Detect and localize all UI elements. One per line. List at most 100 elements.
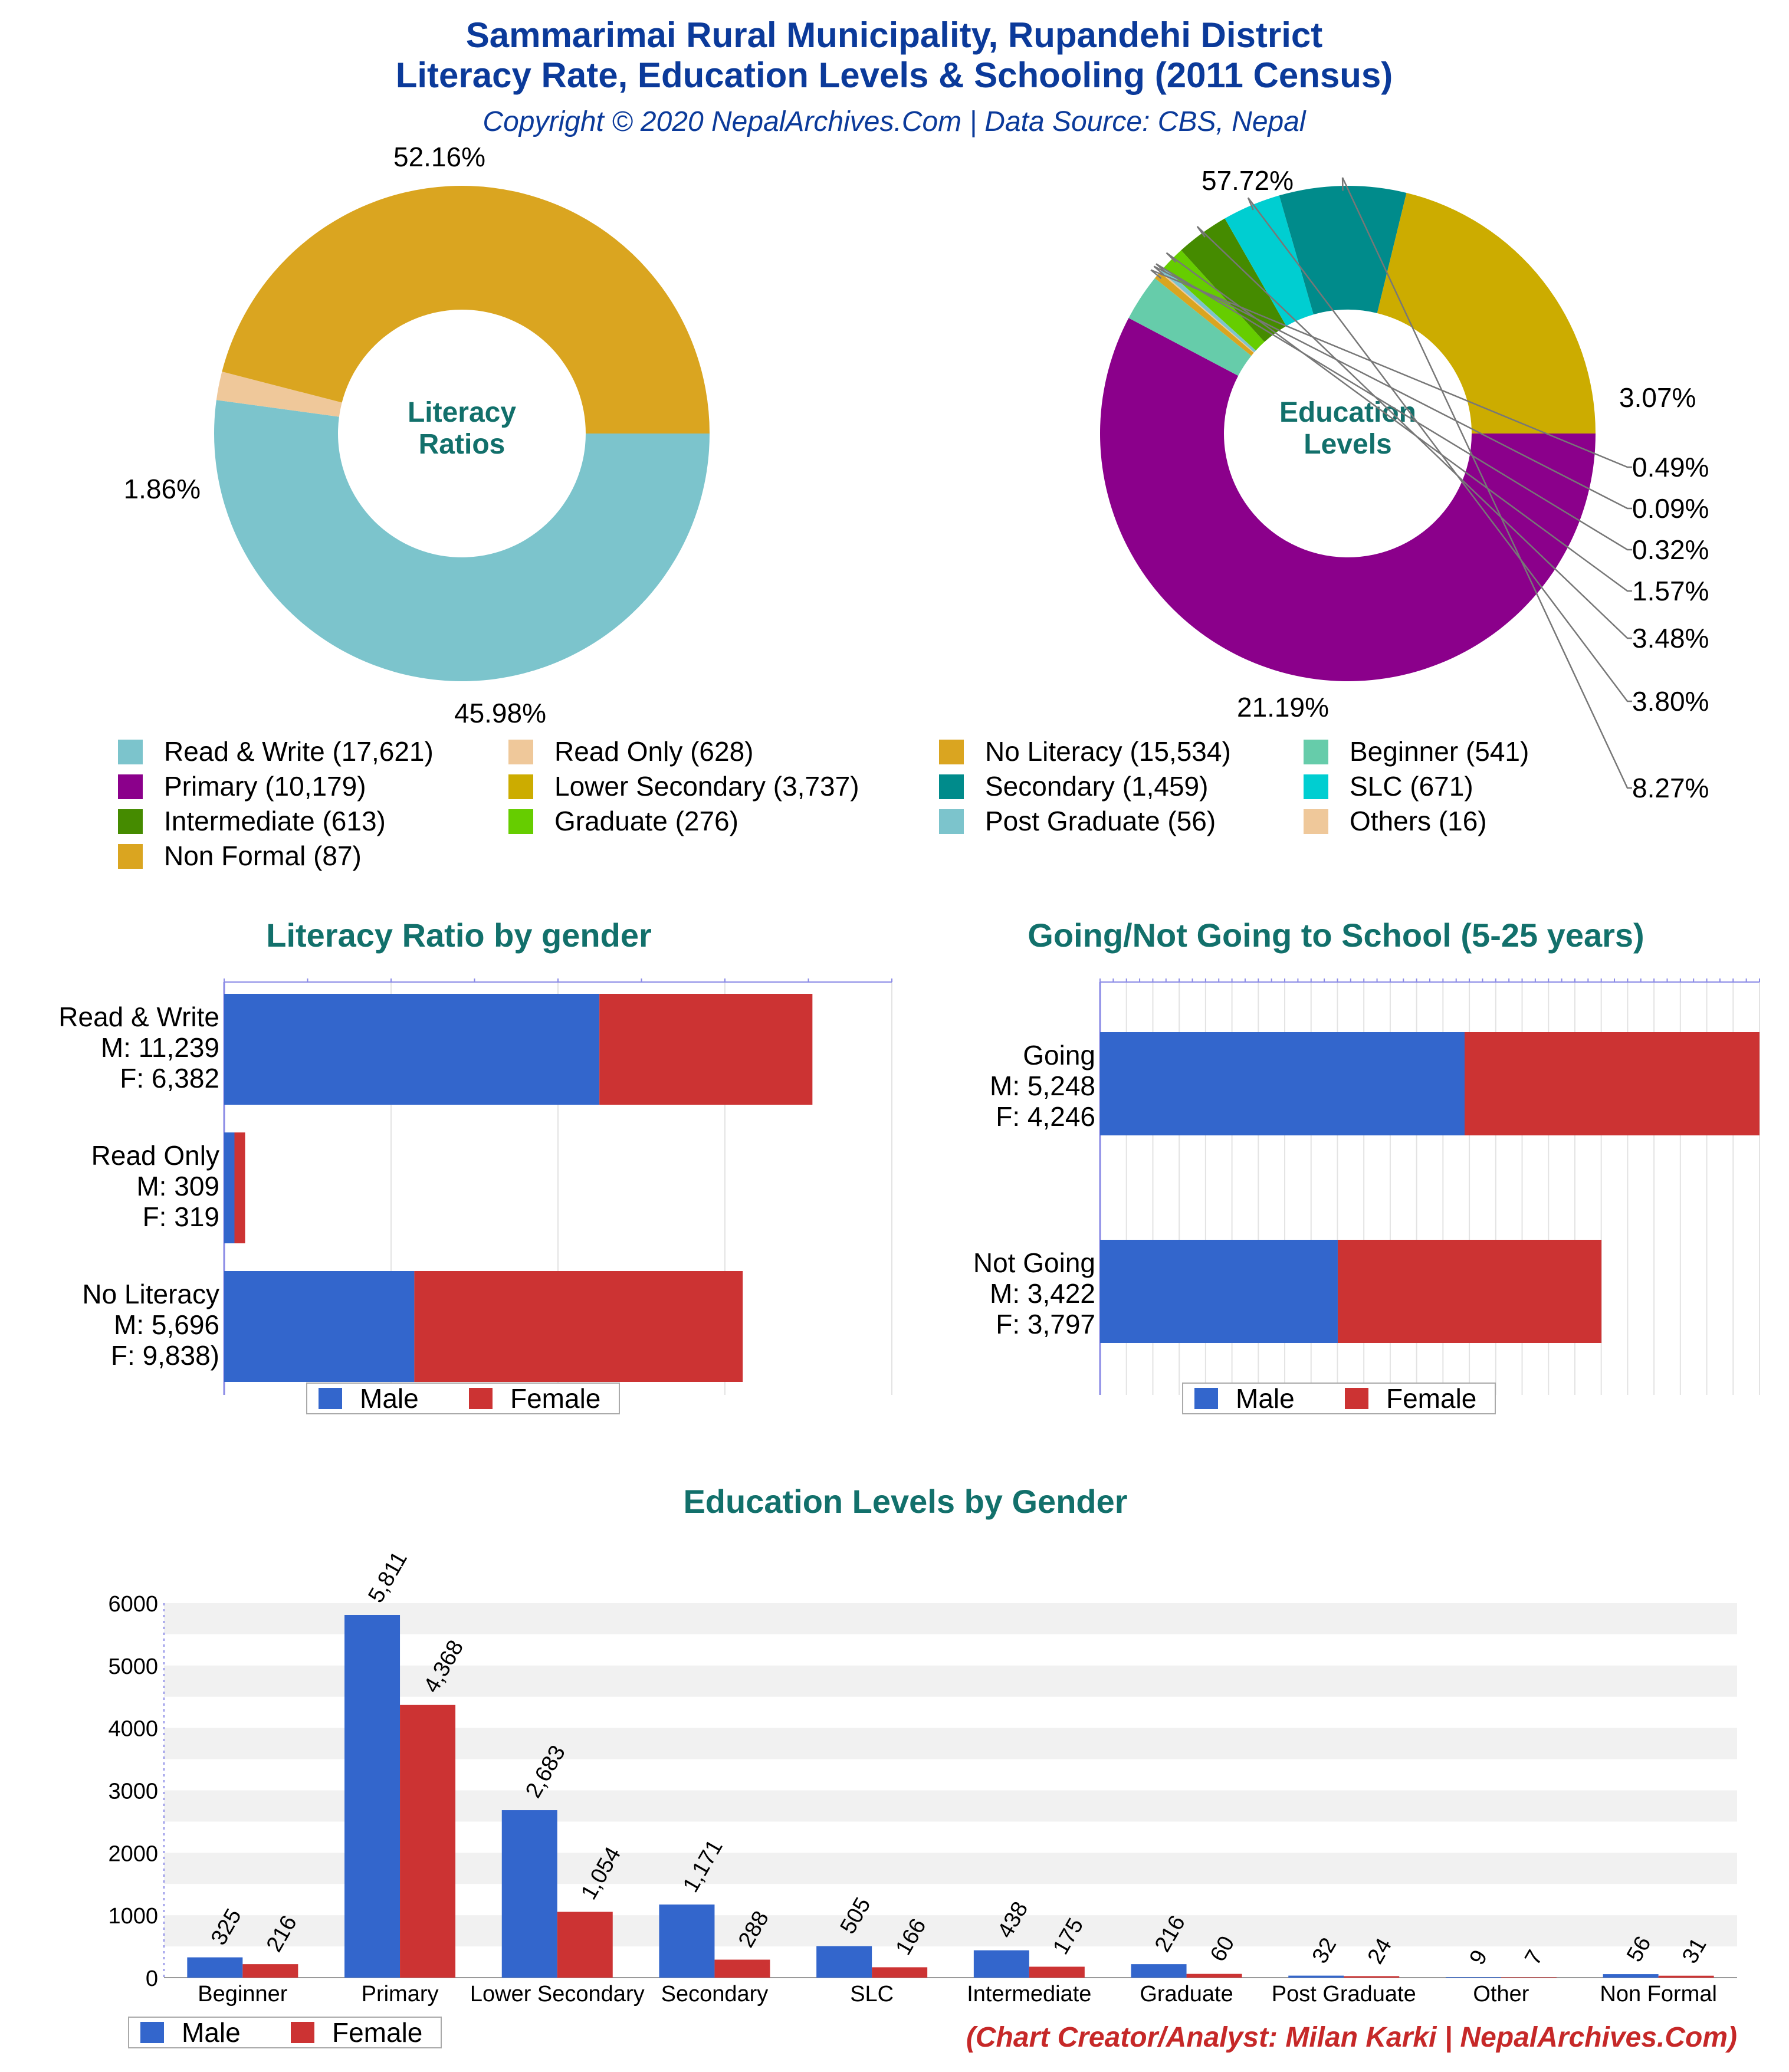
category-label: M: 309 <box>136 1171 219 1201</box>
legend-label: No Literacy (15,534) <box>985 736 1231 767</box>
x-category-label: SLC <box>850 1982 894 2007</box>
bar-female <box>714 1959 770 1978</box>
literacy-gender-title: Literacy Ratio by gender <box>266 917 652 954</box>
x-category-label: Non Formal <box>1600 1982 1717 2007</box>
legend-swatch <box>118 740 143 764</box>
legend-swatch <box>508 740 533 764</box>
legend-swatch-female <box>291 2022 314 2043</box>
bar-male <box>1100 1032 1465 1135</box>
category-label: M: 11,239 <box>101 1032 219 1063</box>
legend-box <box>306 1383 620 1414</box>
legend-label: Non Formal (87) <box>164 840 362 871</box>
bar-female <box>872 1967 928 1978</box>
legend-label-female: Female <box>1386 1383 1476 1414</box>
x-category-label: Post Graduate <box>1272 1982 1416 2007</box>
donut-slice <box>1154 272 1254 356</box>
y-tick-label: 1000 <box>108 1904 158 1929</box>
donut-leader-line <box>1166 252 1632 592</box>
category-label: Read Only <box>91 1140 219 1171</box>
donut-percent-label: 3.48% <box>1632 623 1709 654</box>
legend-label-male: Male <box>360 1383 419 1414</box>
main-title-line1: Sammarimai Rural Municipality, Rupandehi… <box>466 15 1323 55</box>
donut-slice <box>1160 271 1255 353</box>
category-label: Not Going <box>973 1247 1095 1278</box>
legend-swatch-male <box>140 2022 164 2043</box>
y-tick-label: 4000 <box>108 1717 158 1742</box>
x-category-label: Other <box>1473 1982 1529 2007</box>
donut-slice <box>1100 318 1596 682</box>
bar-female <box>1344 1976 1400 1978</box>
bar-male <box>816 1946 872 1978</box>
bar-male <box>973 1950 1029 1978</box>
x-category-label: Beginner <box>198 1982 287 2007</box>
legend-label-female: Female <box>510 1383 600 1414</box>
legend-label: Read Only (628) <box>554 736 754 767</box>
bar-male <box>659 1904 715 1978</box>
bar-male <box>344 1615 401 1978</box>
donut-leader-line <box>1341 177 1632 789</box>
schooling-title: Going/Not Going to School (5-25 years) <box>1028 917 1644 954</box>
donut-center-label: Literacy <box>408 397 516 428</box>
legend-label: SLC (671) <box>1350 771 1473 802</box>
category-label: M: 5,248 <box>990 1071 1095 1101</box>
donut-leader-line <box>1150 269 1632 468</box>
y-tick-label: 0 <box>146 1966 158 1991</box>
bar-male <box>1288 1975 1344 1978</box>
donut-legend: Read & Write (17,621) Read Only (628) No L… <box>118 736 1529 871</box>
donut-percent-label: 57.72% <box>1202 165 1294 196</box>
education-gender-title: Education Levels by Gender <box>683 1483 1127 1520</box>
x-category-label: Primary <box>362 1982 439 2007</box>
donut-percent-label: 3.80% <box>1632 686 1709 717</box>
donut-center-label: Levels <box>1304 429 1391 460</box>
bar-male <box>224 1271 415 1382</box>
legend-label-male: Male <box>182 2017 241 2048</box>
y-tick-label: 6000 <box>108 1592 158 1617</box>
x-category-label: Secondary <box>661 1982 769 2007</box>
legend-swatch <box>118 809 143 834</box>
donut-slice <box>222 186 710 434</box>
bar-male <box>1445 1977 1501 1978</box>
donut-percent-label: 0.09% <box>1632 493 1709 524</box>
donut-percent-label: 3.07% <box>1619 382 1696 413</box>
legend-label-male: Male <box>1236 1383 1295 1414</box>
legend-swatch <box>118 774 143 799</box>
legend-swatch <box>1304 774 1328 799</box>
donut-percent-label: 0.49% <box>1632 452 1709 482</box>
donut-percent-label: 1.57% <box>1632 576 1709 606</box>
bar-female <box>414 1271 743 1382</box>
legend-box <box>128 2017 442 2048</box>
donut-slice <box>1377 192 1596 434</box>
donut-percent-label: 52.16% <box>393 142 485 172</box>
category-label: F: 4,246 <box>996 1101 1095 1132</box>
donut-percent-label: 1.86% <box>124 474 201 504</box>
legend-swatch <box>939 809 964 834</box>
donut-slice <box>214 400 710 682</box>
donut-center-label: Education <box>1279 397 1416 428</box>
legend-swatch <box>118 844 143 869</box>
bar-male <box>1100 1240 1338 1343</box>
y-tick-label: 2000 <box>108 1841 158 1866</box>
bar-male <box>1603 1974 1659 1978</box>
category-label: Read & Write <box>58 1001 219 1032</box>
category-label: No Literacy <box>82 1279 219 1309</box>
x-category-label: Graduate <box>1140 1982 1233 2007</box>
donut-center-label: Ratios <box>419 429 505 460</box>
bar-male <box>224 1132 235 1243</box>
donut-percent-label: 21.19% <box>1237 692 1329 723</box>
legend-label: Beginner (541) <box>1350 736 1529 767</box>
legend-swatch <box>939 740 964 764</box>
donut-slice <box>1160 267 1256 353</box>
legend-label: Secondary (1,459) <box>985 771 1208 802</box>
bar-male <box>187 1957 243 1978</box>
y-tick-label: 5000 <box>108 1654 158 1679</box>
bar-female <box>599 994 813 1105</box>
bar-female <box>1658 1975 1714 1978</box>
legend-swatch <box>1304 740 1328 764</box>
x-category-label: Lower Secondary <box>470 1982 645 2007</box>
y-tick-label: 3000 <box>108 1779 158 1804</box>
category-label: F: 9,838) <box>111 1340 219 1371</box>
